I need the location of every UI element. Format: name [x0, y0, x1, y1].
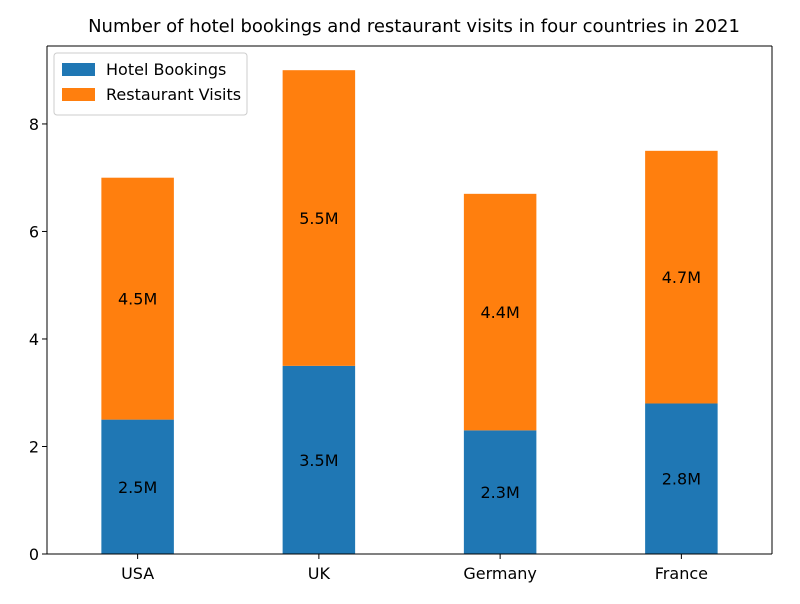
- y-tick-label: 0: [29, 545, 39, 564]
- legend-swatch: [62, 88, 95, 101]
- bar-restaurant-visits-germany: [463, 193, 537, 431]
- bar-restaurant-visits-usa: [101, 177, 174, 420]
- bar-hotel-bookings-france: [645, 403, 718, 554]
- data-label: 3.5M: [299, 451, 338, 470]
- plot-area: 2.5M 3.5M 2.3M 2.8M 4.5M 5.5M 4.4M 4.7M USA UK Ger…: [29, 45, 773, 583]
- chart-title: Number of hotel bookings and restaurant …: [88, 16, 740, 37]
- bar-hotel-bookings-usa: [101, 419, 174, 554]
- x-tick-label: France: [655, 564, 708, 583]
- legend-swatch: [62, 63, 95, 76]
- y-tick-label: 8: [29, 115, 39, 134]
- y-tick-label: 6: [29, 222, 39, 241]
- y-tick-label: 2: [29, 437, 39, 456]
- legend: Hotel Bookings Restaurant Visits: [53, 52, 248, 116]
- legend-label: Restaurant Visits: [106, 85, 241, 104]
- data-label: 4.7M: [662, 268, 701, 287]
- x-tick-label: Germany: [463, 564, 537, 583]
- data-label: 4.5M: [118, 290, 157, 309]
- legend-label: Hotel Bookings: [106, 60, 226, 79]
- data-label: 2.8M: [662, 470, 701, 489]
- x-tick-label: USA: [121, 564, 154, 583]
- x-tick-label: UK: [308, 564, 331, 583]
- bar-restaurant-visits-uk: [282, 70, 356, 366]
- bar-restaurant-visits-france: [645, 150, 718, 404]
- legend-box: [53, 52, 248, 116]
- data-label: 2.3M: [481, 483, 520, 502]
- bar-hotel-bookings-uk: [282, 365, 356, 554]
- data-label: 4.4M: [481, 303, 520, 322]
- bar-hotel-bookings-germany: [463, 430, 537, 554]
- data-label: 5.5M: [299, 209, 338, 228]
- data-label: 2.5M: [118, 478, 157, 497]
- y-tick-label: 4: [29, 330, 39, 349]
